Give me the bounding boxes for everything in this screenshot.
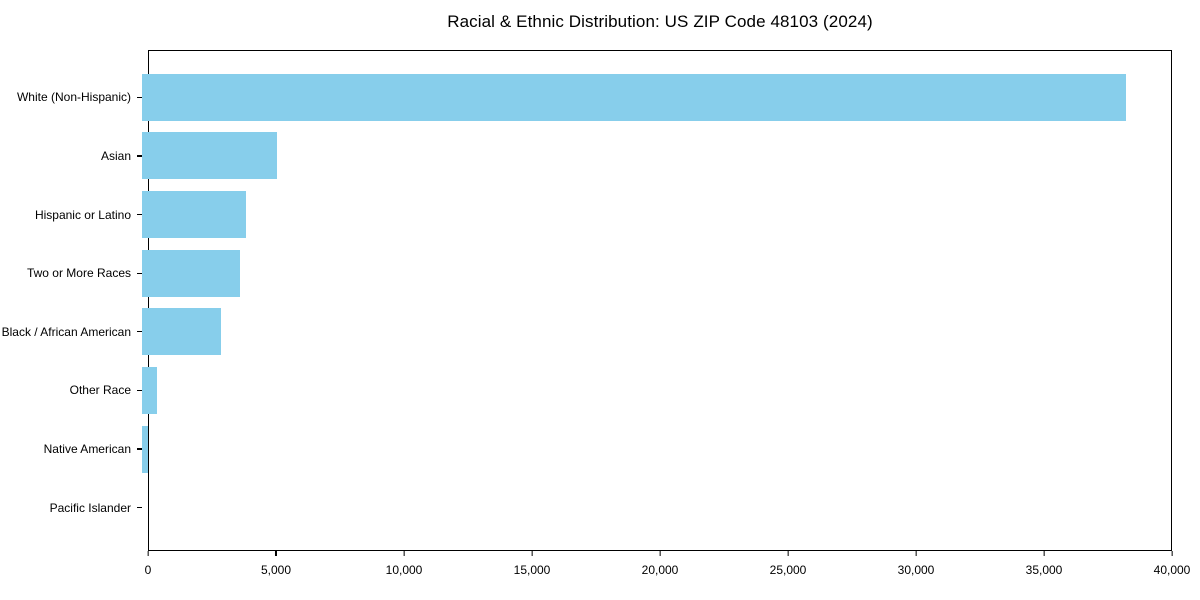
bar-asian xyxy=(142,132,278,180)
category-label: White (Non-Hispanic) xyxy=(16,90,131,105)
category-row: Asian xyxy=(0,127,1172,186)
bar-track xyxy=(142,132,1172,180)
x-tick-15000: 15,000 xyxy=(513,551,551,577)
bar-hispanic-or-latino xyxy=(142,191,246,239)
x-axis-ticks: 0 5,000 10,000 15,000 20,000 25,000 30,000 35,0… xyxy=(144,551,1190,587)
y-tick-mark xyxy=(137,389,142,392)
x-tick-10000: 10,000 xyxy=(385,551,423,577)
x-tick-5000: 5,000 xyxy=(261,551,291,577)
category-row: Two or More Races xyxy=(0,244,1172,303)
x-tick-mark xyxy=(787,551,789,556)
bar-native-american xyxy=(142,425,149,473)
x-tick-mark xyxy=(403,551,405,556)
y-tick-mark xyxy=(137,507,142,509)
x-tick-label: 5,000 xyxy=(260,563,292,577)
bar-track xyxy=(142,484,1172,531)
bar-black-african-american xyxy=(142,308,221,356)
y-tick-mark xyxy=(137,96,142,98)
category-label: Black / African American xyxy=(1,324,131,339)
x-tick-label: 40,000 xyxy=(1153,563,1191,577)
category-row: White (Non-Hispanic) xyxy=(0,68,1172,127)
x-tick-mark xyxy=(147,551,149,556)
category-label: Other Race xyxy=(69,383,131,398)
bar-track xyxy=(142,308,1172,356)
bar-track xyxy=(142,366,1172,414)
category-row: Black / African American xyxy=(0,303,1172,362)
x-tick-mark xyxy=(915,551,917,556)
x-tick-mark xyxy=(1171,551,1173,556)
x-tick-label: 10,000 xyxy=(385,563,423,577)
x-tick-label: 30,000 xyxy=(897,563,935,577)
y-tick-mark xyxy=(137,448,142,450)
x-tick-mark xyxy=(659,551,661,556)
category-label: Pacific Islander xyxy=(49,500,131,515)
x-tick-40000: 40,000 xyxy=(1153,551,1191,577)
category-row: Pacific Islander xyxy=(0,478,1172,537)
x-tick-mark xyxy=(275,551,277,556)
x-tick-label: 15,000 xyxy=(513,563,551,577)
category-label: Native American xyxy=(43,442,131,457)
x-tick-label: 35,000 xyxy=(1025,563,1063,577)
x-tick-35000: 35,000 xyxy=(1025,551,1063,577)
category-row: Native American xyxy=(0,420,1172,479)
x-tick-mark xyxy=(531,551,533,556)
category-label: Two or More Races xyxy=(26,266,131,281)
category-row: Other Race xyxy=(0,361,1172,420)
bar-white-non-hispanic xyxy=(142,73,1126,121)
y-tick-mark xyxy=(137,331,142,333)
y-tick-mark xyxy=(137,272,142,274)
bar-rows: White (Non-Hispanic) Asian Hispanic or L… xyxy=(0,50,1172,551)
chart-title: Racial & Ethnic Distribution: US ZIP Cod… xyxy=(447,12,873,31)
bar-two-or-more-races xyxy=(142,249,240,297)
x-tick-label: 25,000 xyxy=(769,563,807,577)
plot-area-border xyxy=(148,50,1172,551)
x-tick-label: 20,000 xyxy=(641,563,679,577)
bar-track xyxy=(142,191,1172,239)
category-label: Asian xyxy=(100,148,131,163)
x-tick-30000: 30,000 xyxy=(897,551,935,577)
x-tick-25000: 25,000 xyxy=(769,551,807,577)
bar-other-race xyxy=(142,366,158,414)
y-tick-mark xyxy=(137,213,142,216)
category-label: Hispanic or Latino xyxy=(34,207,131,222)
bar-track xyxy=(142,73,1172,121)
y-tick-mark xyxy=(137,155,142,157)
bar-track xyxy=(142,249,1172,297)
category-row: Hispanic or Latino xyxy=(0,185,1172,244)
x-tick-20000: 20,000 xyxy=(641,551,679,577)
x-tick-label: 0 xyxy=(144,563,152,577)
bar-track xyxy=(142,425,1172,473)
x-tick-0: 0 xyxy=(144,551,152,577)
x-tick-mark xyxy=(1043,551,1045,556)
